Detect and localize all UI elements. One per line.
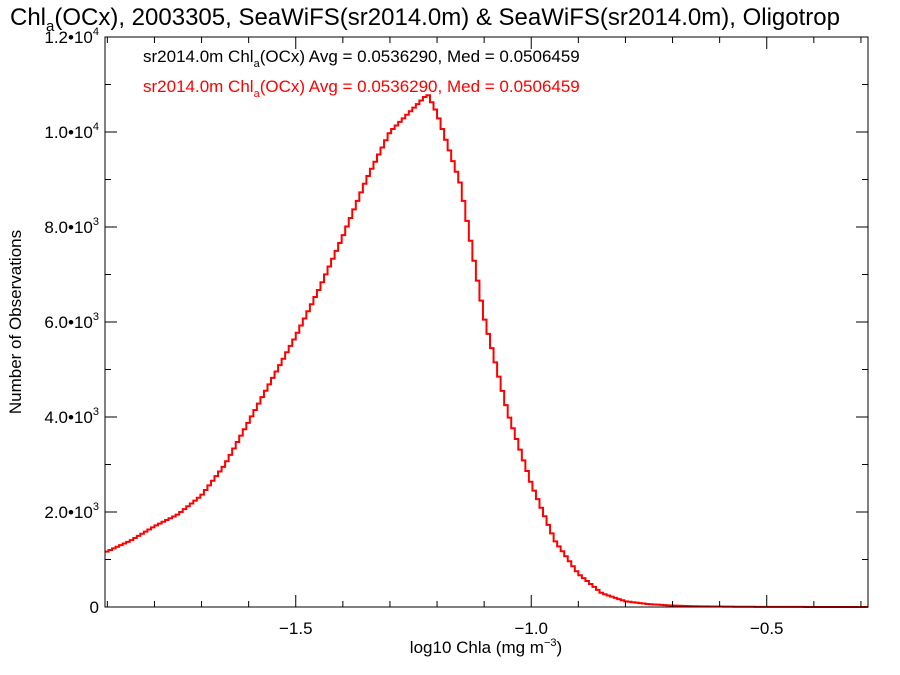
chart-title: Chla(OCx), 2003305, SeaWiFS(sr2014.0m) &…: [10, 4, 840, 35]
x-axis-label: log10 Chla (mg m−3): [410, 637, 562, 657]
y-tick-label-1: 2.0•103: [44, 501, 99, 522]
x-tick-label-1: −1.0: [514, 619, 548, 638]
y-axis-label: Number of Observations: [6, 230, 25, 414]
legend: sr2014.0m Chla(OCx) Avg = 0.0536290, Med…: [143, 47, 580, 100]
histogram-series-0: [105, 94, 868, 608]
y-tick-label-3: 6.0•103: [44, 311, 99, 332]
x-tick-label-0: −1.5: [279, 619, 313, 638]
title-main: Chl: [10, 4, 46, 31]
y-tick-label-2: 4.0•103: [44, 406, 99, 427]
y-tick-label-5: 1.0•104: [44, 121, 99, 142]
y-axis: 0 2.0•103 4.0•103 6.0•103 8.0•103 1.0•104 1.2•…: [44, 26, 868, 617]
y-tick-label-0: 0: [90, 598, 99, 617]
x-axis: −1.5 −1.0 −0.5: [106, 37, 862, 638]
title-subscript: a: [46, 18, 55, 35]
plot-area: [105, 94, 868, 608]
x-tick-label-2: −0.5: [750, 619, 784, 638]
y-tick-label-4: 8.0•103: [44, 216, 99, 237]
legend-entry-red: sr2014.0m Chla(OCx) Avg = 0.0536290, Med…: [143, 77, 580, 100]
y-tick-label-6: 1.2•104: [44, 26, 99, 47]
title-rest: (OCx), 2003305, SeaWiFS(sr2014.0m) & Sea…: [54, 4, 840, 31]
legend-entry-black: sr2014.0m Chla(OCx) Avg = 0.0536290, Med…: [143, 47, 580, 70]
